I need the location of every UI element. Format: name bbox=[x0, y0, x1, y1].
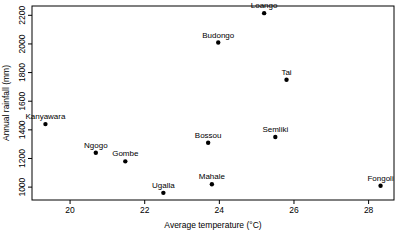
y-tick-label: 1200 bbox=[17, 149, 27, 168]
points bbox=[43, 11, 383, 195]
point bbox=[210, 182, 214, 186]
point bbox=[216, 40, 220, 44]
y-tick-label: 2000 bbox=[17, 34, 27, 53]
plot-frame bbox=[32, 6, 394, 200]
point-label: Loango bbox=[251, 1, 278, 10]
point-label: Ugalla bbox=[152, 181, 175, 190]
point-label: Budongo bbox=[202, 31, 235, 40]
x-tick bbox=[293, 200, 294, 204]
point-label: Kanyawara bbox=[25, 112, 66, 121]
point-label: Fongoli bbox=[367, 174, 393, 183]
point-label: Semliki bbox=[262, 125, 288, 134]
point bbox=[43, 122, 47, 126]
point bbox=[378, 183, 382, 187]
x-tick-label: 26 bbox=[289, 205, 299, 215]
chart: 20 22 24 26 28 1000 1200 1400 1600 1800 2000 2200 Av… bbox=[0, 0, 400, 232]
x-tick bbox=[144, 200, 145, 204]
y-tick bbox=[28, 158, 32, 159]
y-tick bbox=[28, 43, 32, 44]
x-tick-label: 20 bbox=[65, 205, 75, 215]
y-axis-title: Annual rainfall (mm) bbox=[1, 65, 11, 141]
point-label: Mahale bbox=[199, 172, 226, 181]
x-tick-label: 28 bbox=[364, 205, 374, 215]
y-tick-label: 1800 bbox=[17, 63, 27, 82]
point bbox=[161, 191, 165, 195]
y-tick bbox=[28, 15, 32, 16]
point-label: Tai bbox=[281, 68, 291, 77]
point bbox=[262, 11, 266, 15]
x-tick-label: 24 bbox=[215, 205, 225, 215]
point-label: Gombe bbox=[112, 149, 139, 158]
point-label: Ngogo bbox=[84, 141, 108, 150]
x-tick-label: 22 bbox=[140, 205, 150, 215]
y-tick-label: 1400 bbox=[17, 120, 27, 139]
y-tick-label: 1000 bbox=[17, 177, 27, 196]
y-tick bbox=[28, 129, 32, 130]
point bbox=[284, 78, 288, 82]
y-tick bbox=[28, 187, 32, 188]
y-tick bbox=[28, 72, 32, 73]
x-axis-title: Average temperature (°C) bbox=[164, 220, 261, 230]
y-tick-label: 1600 bbox=[17, 91, 27, 110]
point bbox=[273, 135, 277, 139]
point bbox=[94, 151, 98, 155]
point bbox=[206, 141, 210, 145]
x-tick bbox=[219, 200, 220, 204]
point bbox=[123, 159, 127, 163]
x-tick bbox=[70, 200, 71, 204]
point-label: Bossou bbox=[195, 131, 222, 140]
x-tick bbox=[368, 200, 369, 204]
y-tick-label: 2200 bbox=[17, 6, 27, 25]
y-tick bbox=[28, 101, 32, 102]
